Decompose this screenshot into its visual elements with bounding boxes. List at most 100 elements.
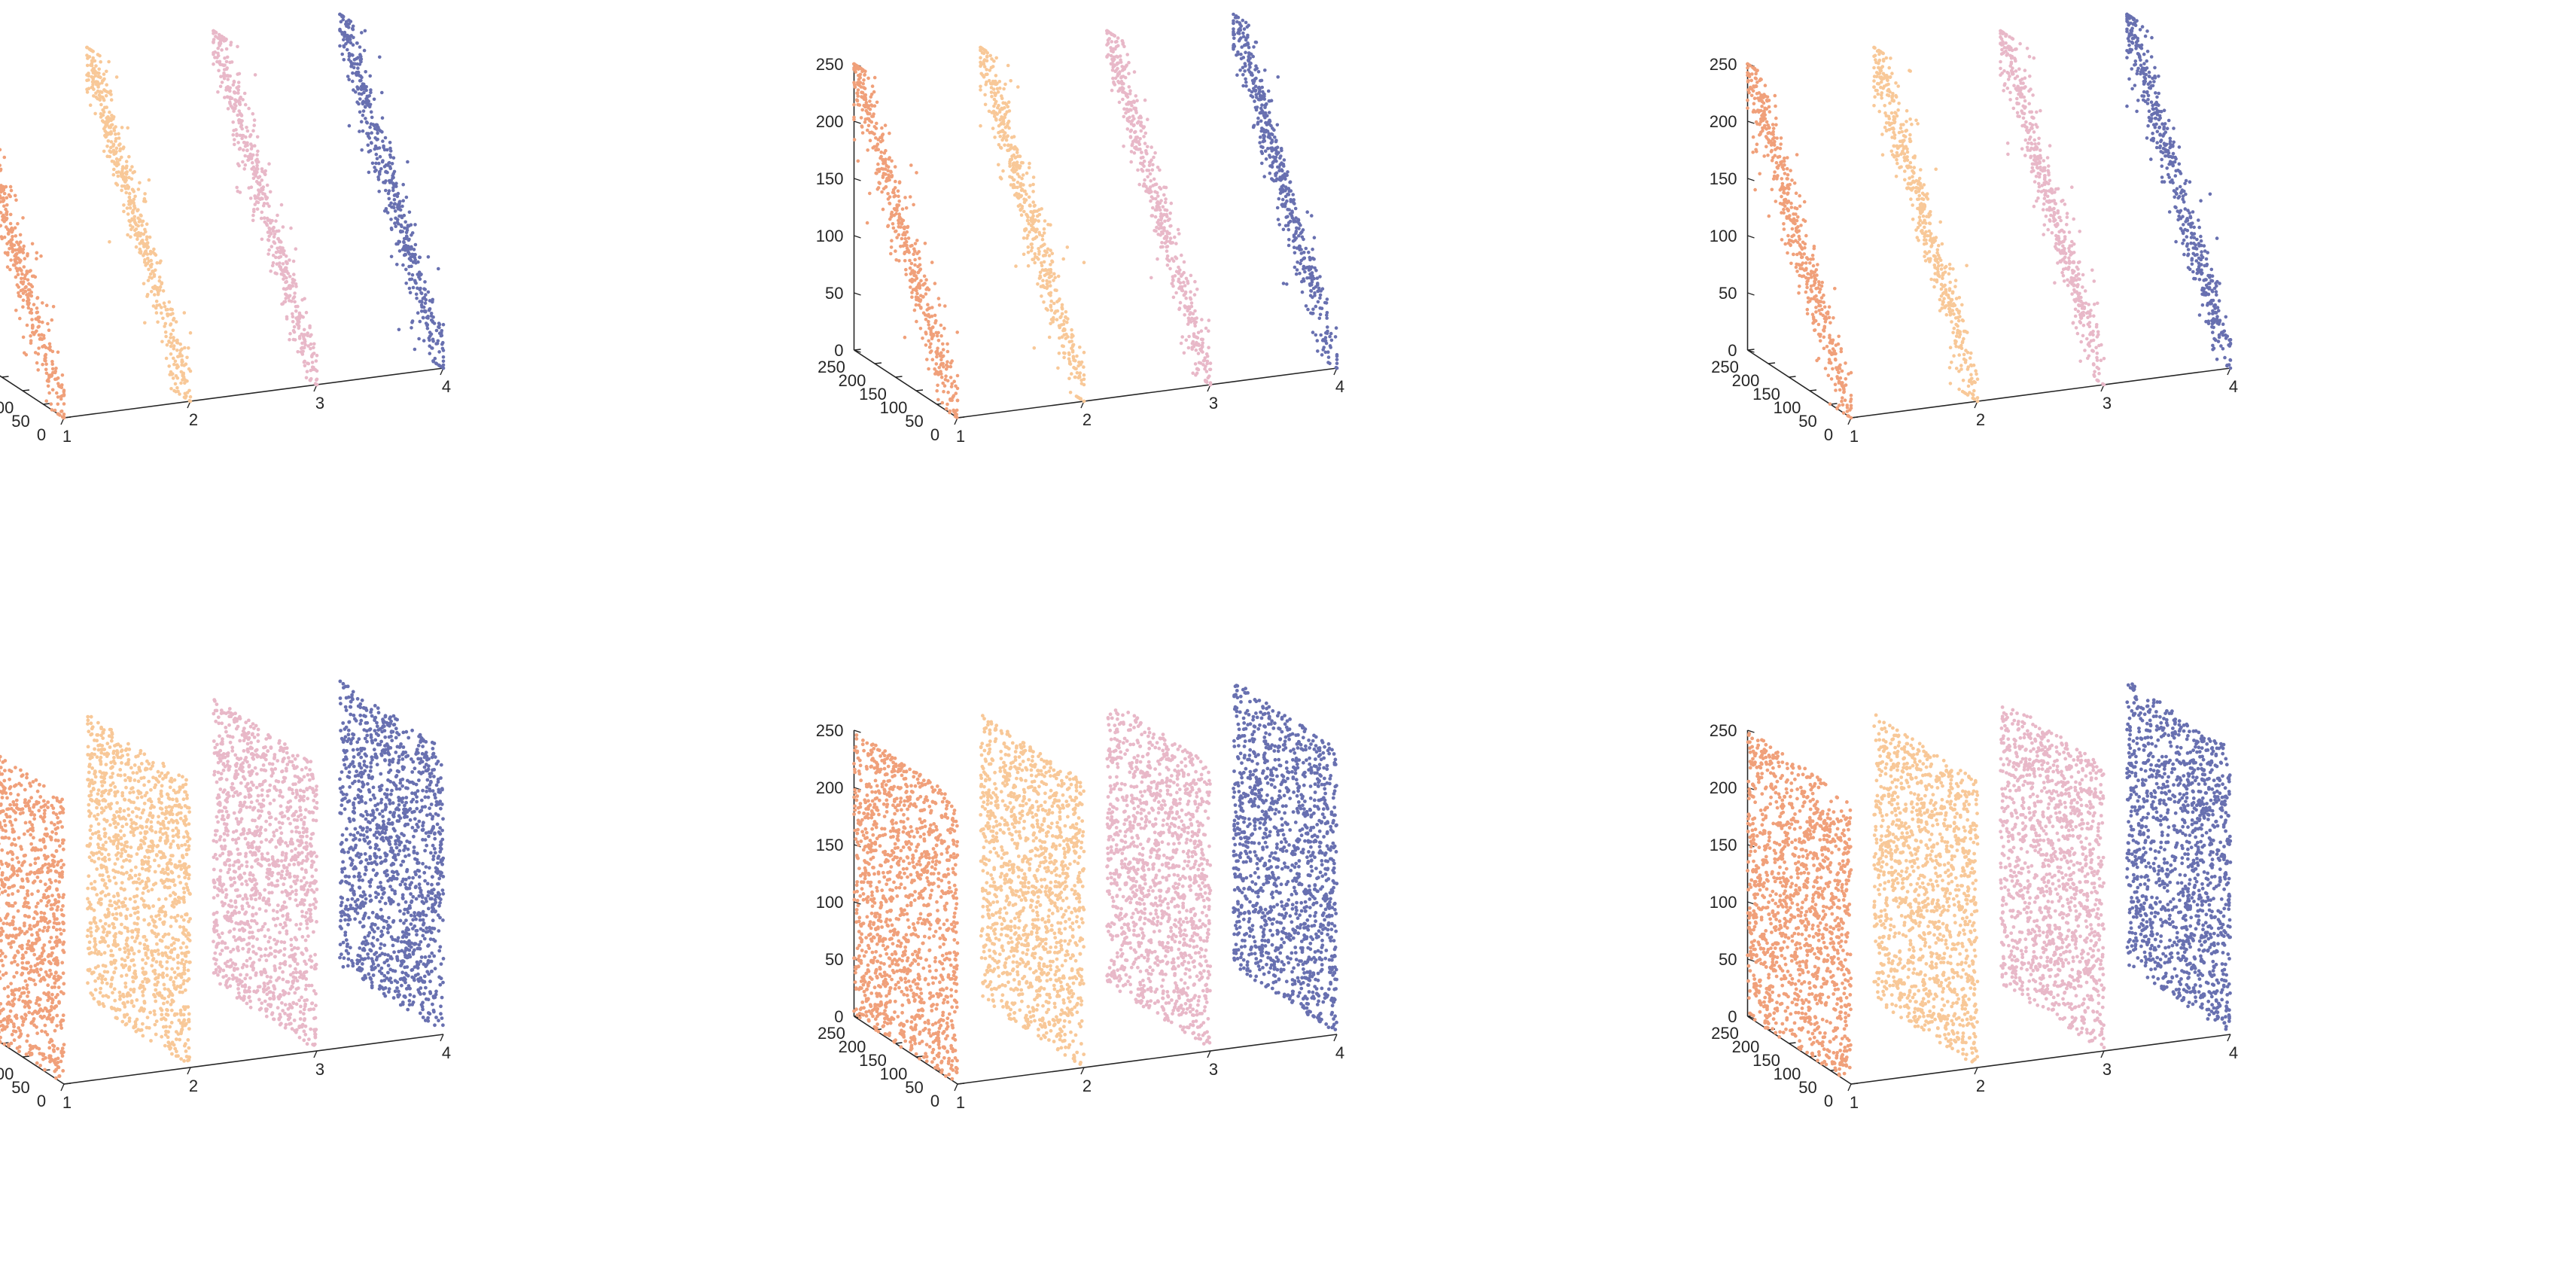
data-point [409, 247, 413, 251]
data-point [1297, 227, 1301, 230]
data-point [93, 59, 97, 63]
data-point [404, 282, 408, 285]
data-point [1266, 120, 1271, 124]
data-point [151, 250, 155, 254]
data-point [269, 245, 274, 248]
data-point [918, 257, 921, 260]
data-point [1169, 224, 1173, 228]
data-point [1244, 64, 1247, 68]
data-point [1015, 165, 1020, 169]
data-point [1908, 117, 1912, 121]
data-point [1183, 284, 1187, 288]
data-point [1252, 45, 1256, 49]
data-point [279, 203, 284, 207]
data-point [1257, 85, 1261, 90]
data-point [256, 181, 260, 185]
data-point [372, 97, 376, 102]
data-point [59, 397, 63, 401]
data-point [44, 399, 48, 403]
data-point [1929, 257, 1932, 261]
data-point [152, 247, 156, 251]
data-point [1911, 155, 1916, 160]
data-point [1192, 332, 1196, 336]
data-point [85, 53, 89, 57]
data-point [882, 167, 885, 171]
data-point [240, 133, 245, 138]
data-point [1047, 254, 1052, 257]
data-point [271, 229, 276, 233]
data-point [1755, 108, 1760, 112]
data-point [954, 415, 958, 419]
data-point [132, 220, 137, 224]
z-tick-label: 200 [816, 112, 844, 131]
data-point [1758, 172, 1761, 176]
data-point [942, 326, 946, 330]
data-point [377, 190, 382, 193]
data-point [1070, 333, 1074, 337]
data-point [924, 292, 928, 296]
data-point [41, 301, 44, 305]
data-point [1189, 290, 1192, 294]
data-point [315, 353, 319, 358]
data-point [1244, 84, 1248, 88]
data-point [1019, 194, 1023, 199]
data-point [133, 194, 137, 199]
data-point [926, 303, 930, 307]
data-point [1762, 154, 1766, 158]
data-point [1122, 107, 1126, 111]
data-point [896, 189, 900, 193]
data-point [347, 54, 352, 58]
data-point [134, 245, 139, 249]
data-point [96, 53, 100, 56]
data-point [1270, 146, 1274, 150]
data-point [311, 352, 315, 356]
data-point [245, 129, 250, 133]
data-point [142, 241, 145, 245]
data-point [1828, 321, 1832, 325]
data-point [1804, 256, 1809, 260]
data-point [1776, 155, 1780, 159]
data-point [1782, 160, 1786, 163]
data-point [1164, 197, 1168, 201]
data-point [124, 160, 129, 163]
data-point [903, 335, 907, 340]
data-point [985, 72, 989, 76]
data-point [129, 200, 133, 205]
data-point [1151, 206, 1155, 210]
data-point [1026, 215, 1030, 219]
data-point [852, 62, 856, 66]
data-point [1128, 92, 1132, 96]
data-point [102, 72, 106, 76]
data-point [1268, 154, 1271, 157]
data-point [868, 139, 872, 142]
series-x3 [1105, 29, 1213, 387]
data-point [1908, 139, 1912, 144]
data-point [50, 388, 55, 392]
data-point [102, 110, 106, 114]
data-point [902, 226, 906, 230]
data-point [1165, 249, 1169, 253]
data-point [1783, 190, 1786, 195]
data-point [1787, 238, 1792, 242]
data-point [1043, 249, 1047, 253]
data-point [164, 356, 169, 361]
data-point [1232, 45, 1235, 50]
data-point [171, 376, 175, 380]
data-point [50, 360, 54, 364]
data-point [1832, 316, 1835, 320]
data-point [983, 93, 987, 97]
data-point [1124, 65, 1128, 69]
data-point [169, 344, 173, 349]
data-point [1139, 156, 1143, 160]
data-point [1025, 171, 1029, 175]
data-point [36, 325, 40, 329]
data-point [378, 154, 382, 159]
series-x1 [0, 148, 66, 420]
data-point [1753, 76, 1758, 81]
data-point [1293, 206, 1298, 211]
data-point [38, 337, 42, 341]
data-point [288, 258, 291, 262]
data-point [1306, 307, 1310, 312]
data-point [114, 132, 117, 136]
data-point [1149, 214, 1154, 218]
